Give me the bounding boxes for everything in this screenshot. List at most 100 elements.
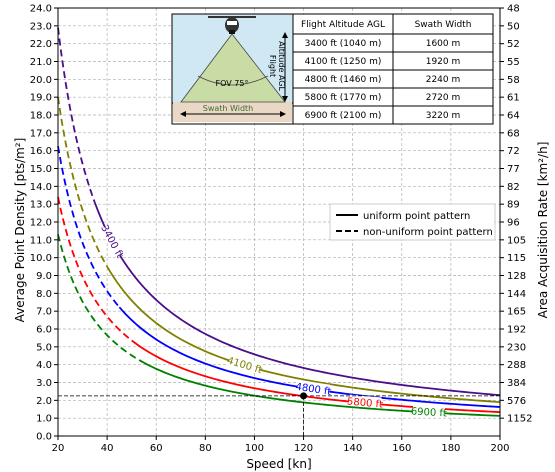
y2-tick-label: 165 bbox=[507, 307, 526, 318]
curve-label-bg bbox=[228, 354, 262, 374]
reference-marker bbox=[300, 392, 308, 400]
y2-tick-label: 64 bbox=[507, 111, 520, 122]
curve-label-bg bbox=[100, 224, 126, 258]
y2-axis-label: Area Acquisition Rate [km²/h] bbox=[536, 142, 550, 319]
inset-diagram: FOV 75° Flight Altitude AGL Swath Width bbox=[171, 13, 294, 125]
table-header-altitude: Flight Altitude AGL bbox=[301, 20, 385, 30]
y-tick-label: 13.0 bbox=[30, 200, 52, 211]
inset-ground bbox=[173, 102, 292, 122]
y2-tick-label: 77 bbox=[507, 164, 520, 175]
y-axis-label: Average Point Density [pts/m²] bbox=[13, 138, 27, 323]
y-tick-label: 17.0 bbox=[30, 128, 52, 139]
y2-tick-label: 68 bbox=[507, 128, 520, 139]
y-tick-label: 3.0 bbox=[36, 378, 52, 389]
x-axis-label: Speed [kn] bbox=[246, 457, 311, 471]
table-cell: 5800 ft (1770 m) bbox=[305, 93, 382, 103]
y2-tick-label: 55 bbox=[507, 57, 520, 68]
table-cell: 1600 m bbox=[426, 39, 461, 49]
x-tick-label: 80 bbox=[199, 443, 212, 454]
x-tick-label: 140 bbox=[343, 443, 362, 454]
x-tick-label: 20 bbox=[52, 443, 65, 454]
y-tick-label: 22.0 bbox=[30, 39, 52, 50]
y-tick-label: 8.0 bbox=[36, 289, 52, 300]
y2-tick-label: 384 bbox=[507, 378, 526, 389]
y2-tick-label: 52 bbox=[507, 39, 520, 50]
y-tick-label: 19.0 bbox=[30, 93, 52, 104]
table-cell: 6900 ft (2100 m) bbox=[305, 111, 382, 121]
y-tick-label: 18.0 bbox=[30, 111, 52, 122]
y-tick-label: 20.0 bbox=[30, 75, 52, 86]
y2-tick-label: 230 bbox=[507, 342, 526, 353]
inset-swath-label: Swath Width bbox=[203, 104, 254, 113]
curve-label: 6900 ft bbox=[411, 406, 448, 419]
y2-tick-label: 72 bbox=[507, 146, 520, 157]
y2-tick-label: 115 bbox=[507, 253, 526, 264]
y2-tick-label: 50 bbox=[507, 21, 520, 32]
y2-tick-label: 58 bbox=[507, 75, 520, 86]
x-tick-label: 40 bbox=[101, 443, 114, 454]
altitude-label-line1: Flight bbox=[268, 55, 277, 77]
y-tick-label: 5.0 bbox=[36, 342, 52, 353]
y-tick-label: 16.0 bbox=[30, 146, 52, 157]
table-cell: 3220 m bbox=[426, 111, 461, 121]
x-tick-label: 180 bbox=[441, 443, 460, 454]
x-tick-label: 200 bbox=[490, 443, 509, 454]
y-tick-label: 7.0 bbox=[36, 307, 52, 318]
y-tick-label: 1.0 bbox=[36, 414, 52, 425]
altitude-arrow-head-top bbox=[282, 32, 288, 38]
inset-fov-label: FOV 75° bbox=[216, 79, 249, 88]
curve-label-bg bbox=[412, 404, 446, 418]
y-tick-label: 23.0 bbox=[30, 21, 52, 32]
legend-label-uniform: uniform point pattern bbox=[363, 211, 470, 222]
x-tick-labels: 20 40 60 80 100 120 140 160 180 200 bbox=[52, 443, 510, 454]
y-tick-label: 11.0 bbox=[30, 235, 52, 246]
y2-tick-label: 61 bbox=[507, 93, 520, 104]
curve-dashed bbox=[57, 97, 108, 268]
curve-label-bg bbox=[296, 379, 331, 396]
curve-solid bbox=[93, 202, 501, 397]
y2-tick-label: 1152 bbox=[507, 414, 532, 425]
y-tick-label: 14.0 bbox=[30, 182, 52, 193]
y2-tick-label: 288 bbox=[507, 360, 526, 371]
altitude-label-line2: Altitude AGL bbox=[277, 41, 286, 91]
x-tick-label: 120 bbox=[294, 443, 313, 454]
curve-dashed bbox=[57, 27, 96, 203]
y2-tick-label: 192 bbox=[507, 325, 526, 336]
y2-tick-labels: 1152 576 384 288 230 192 165 144 128 115 105 96 89 82… bbox=[507, 4, 532, 425]
table-cell: 4800 ft (1460 m) bbox=[305, 75, 382, 85]
y-tick-labels: 0.0 1.0 2.0 3.0 4.0 5.0 6.0 7.0 8.0 9.0 10.0 11.0 12… bbox=[30, 4, 52, 443]
y2-tick-label: 128 bbox=[507, 271, 526, 282]
x-tick-label: 160 bbox=[392, 443, 411, 454]
altitude-swath-table: Flight Altitude AGL Swath Width 3400 ft … bbox=[292, 13, 494, 125]
y-tick-label: 6.0 bbox=[36, 325, 52, 336]
table-cell: 2240 m bbox=[426, 75, 461, 85]
table-cell: 4100 ft (1250 m) bbox=[305, 57, 382, 67]
x-tick-label: 100 bbox=[245, 443, 264, 454]
y-tick-label: 24.0 bbox=[30, 4, 52, 15]
curve-dashed bbox=[57, 234, 145, 364]
y2-tick-label: 48 bbox=[507, 4, 520, 15]
legend-box bbox=[329, 203, 496, 241]
y2-tick-label: 89 bbox=[507, 200, 520, 211]
swath-arrow-head-left bbox=[180, 111, 186, 117]
ticks bbox=[54, 7, 504, 440]
y-tick-label: 2.0 bbox=[36, 396, 52, 407]
table-cell: 3400 ft (1040 m) bbox=[305, 39, 382, 49]
legend: uniform point pattern non-uniform point … bbox=[329, 203, 496, 241]
curve-label: 5800 ft bbox=[347, 396, 384, 410]
curve-solid bbox=[106, 266, 501, 404]
y2-tick-label: 576 bbox=[507, 396, 526, 407]
y-tick-label: 10.0 bbox=[30, 253, 52, 264]
table-cell: 1920 m bbox=[426, 57, 461, 67]
inset-fov-arc bbox=[197, 75, 269, 86]
y-tick-label: 0.0 bbox=[36, 432, 52, 443]
y2-tick-label: 105 bbox=[507, 235, 526, 246]
inset-fov-cone bbox=[180, 33, 286, 103]
table-header-swath: Swath Width bbox=[415, 20, 472, 30]
aircraft-icon bbox=[208, 16, 256, 34]
y-tick-label: 15.0 bbox=[30, 164, 52, 175]
legend-label-non-uniform: non-uniform point pattern bbox=[363, 227, 493, 238]
y2-tick-label: 82 bbox=[507, 182, 520, 193]
y2-tick-label: 96 bbox=[507, 218, 520, 229]
